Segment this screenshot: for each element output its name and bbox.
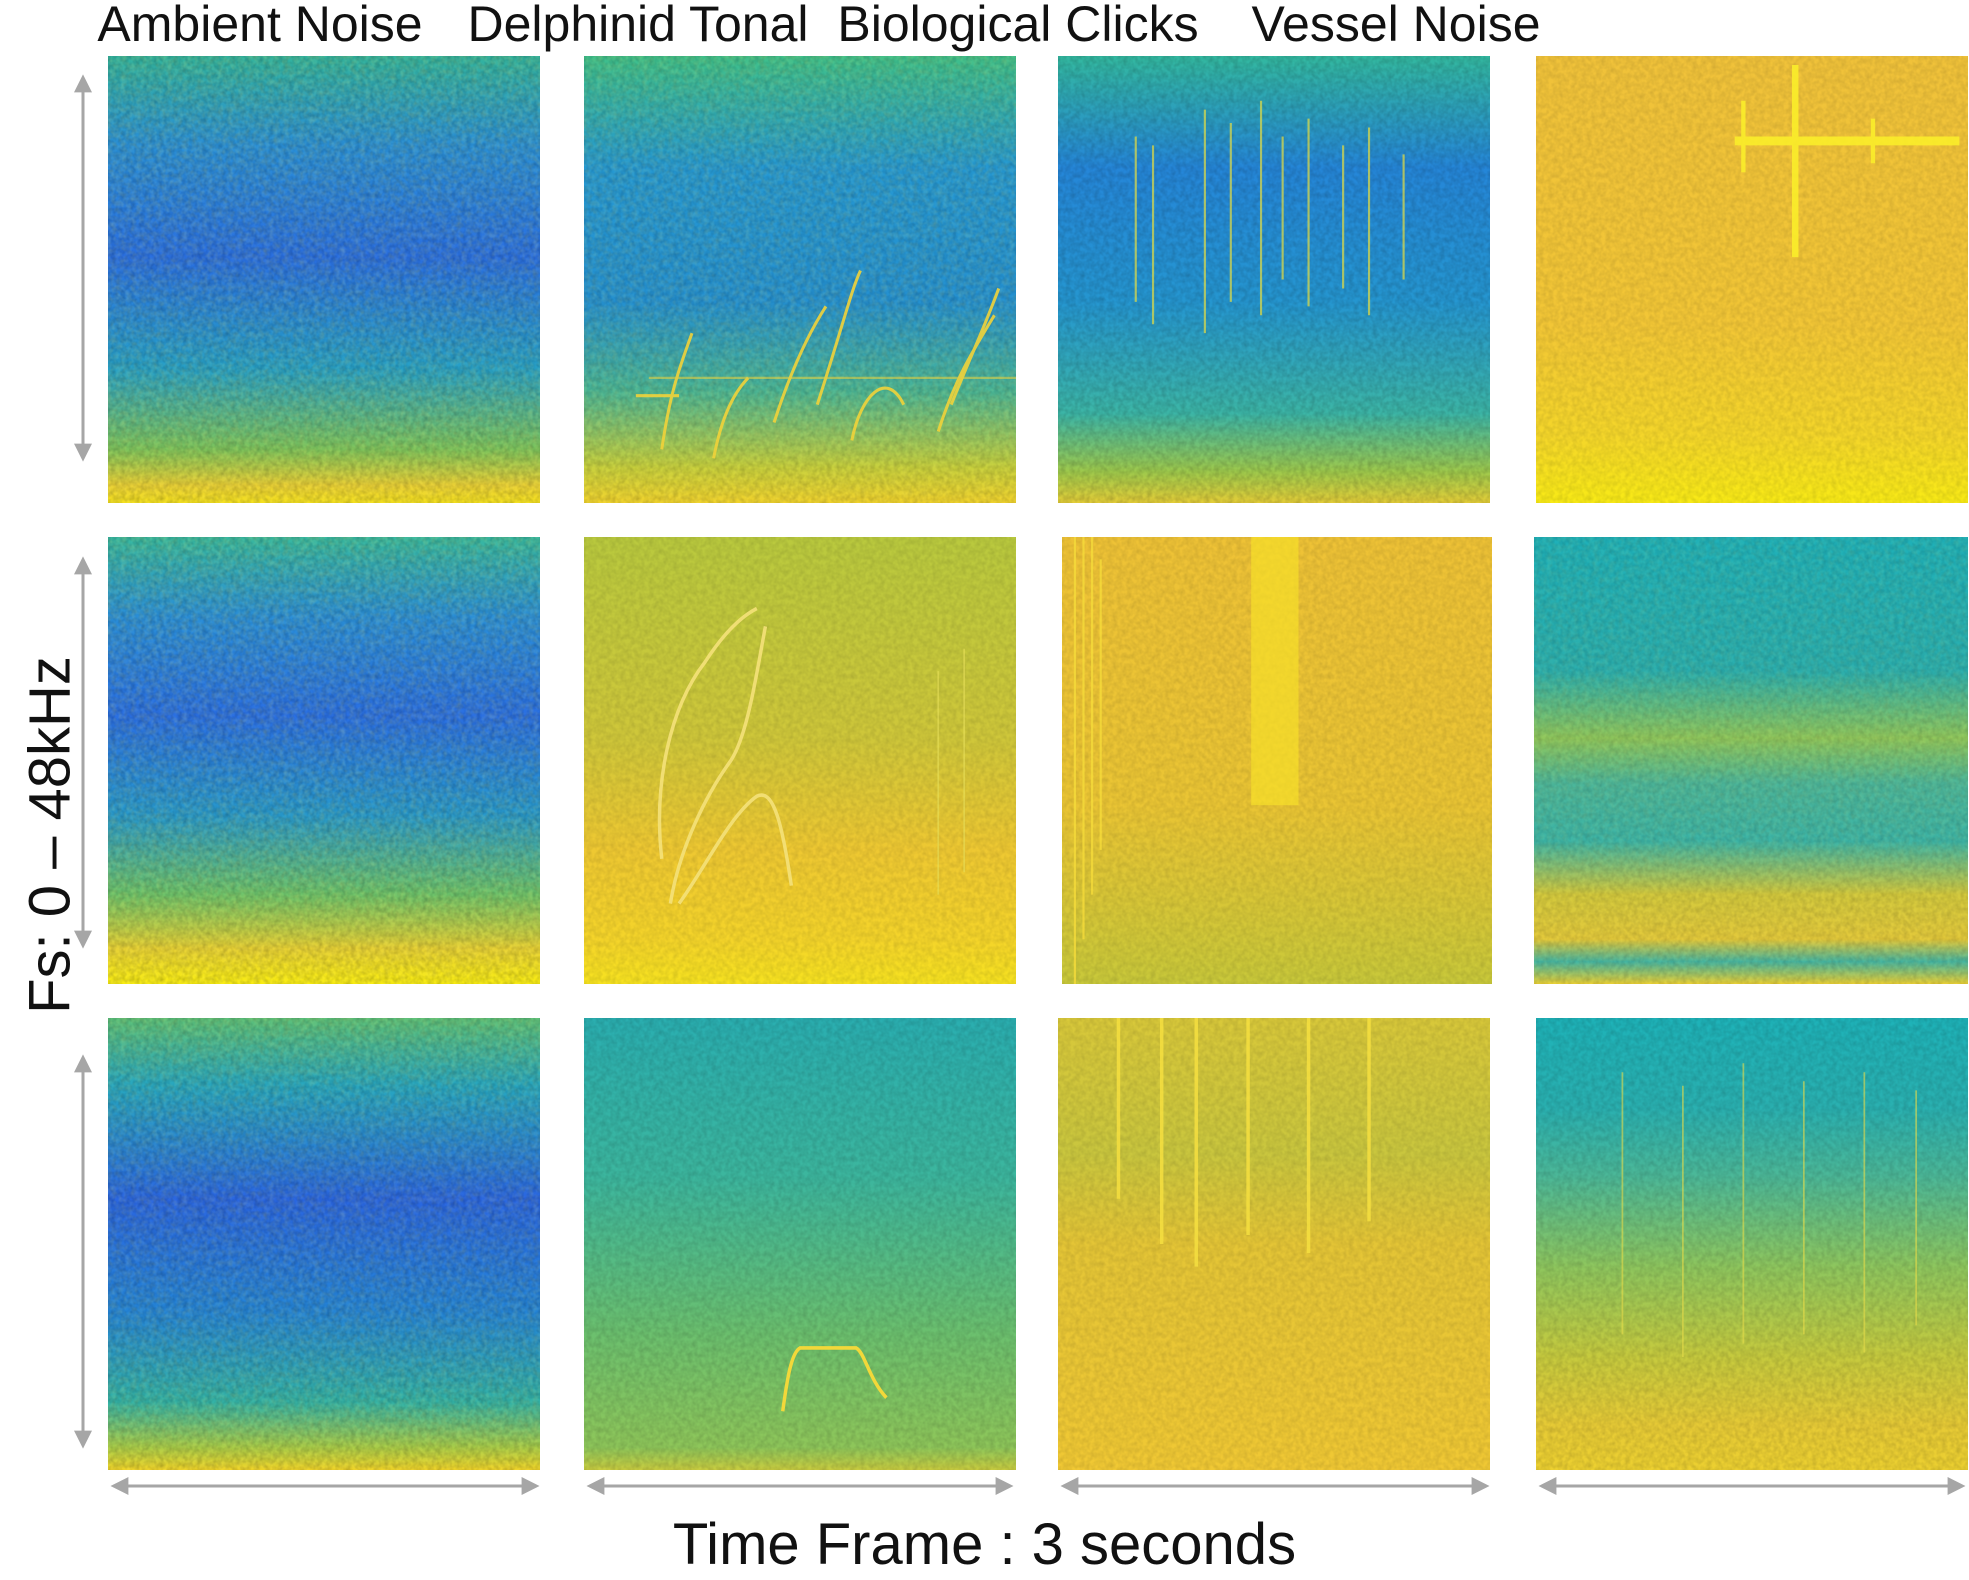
column-title-biological-clicks: Biological Clicks [837, 0, 1199, 52]
spectrogram-vessel-noise-2 [1534, 537, 1968, 984]
y-axis-label: Fs: 0 – 48kHz [17, 656, 83, 1014]
x-axis-label: Time Frame : 3 seconds [672, 1512, 1297, 1577]
spectrogram-delphinid-tonal-3 [584, 1018, 1016, 1470]
spectrogram-biological-clicks-3 [1058, 1018, 1490, 1470]
spectrogram-delphinid-tonal-2 [584, 537, 1016, 984]
spectrogram-vessel-noise-3 [1536, 1018, 1968, 1470]
spectrogram-biological-clicks-1 [1058, 56, 1490, 503]
column-title-ambient-noise: Ambient Noise [97, 0, 423, 52]
spectrogram-ambient-noise-3 [108, 1018, 540, 1470]
column-title-delphinid-tonal: Delphinid Tonal [467, 0, 809, 52]
column-title-vessel-noise: Vessel Noise [1251, 0, 1541, 52]
spectrogram-vessel-noise-1 [1536, 56, 1968, 503]
spectrogram-delphinid-tonal-1 [584, 56, 1016, 503]
spectrogram-biological-clicks-2 [1062, 537, 1492, 984]
spectrogram-ambient-noise-2 [108, 537, 540, 984]
spectrogram-ambient-noise-1 [108, 56, 540, 503]
